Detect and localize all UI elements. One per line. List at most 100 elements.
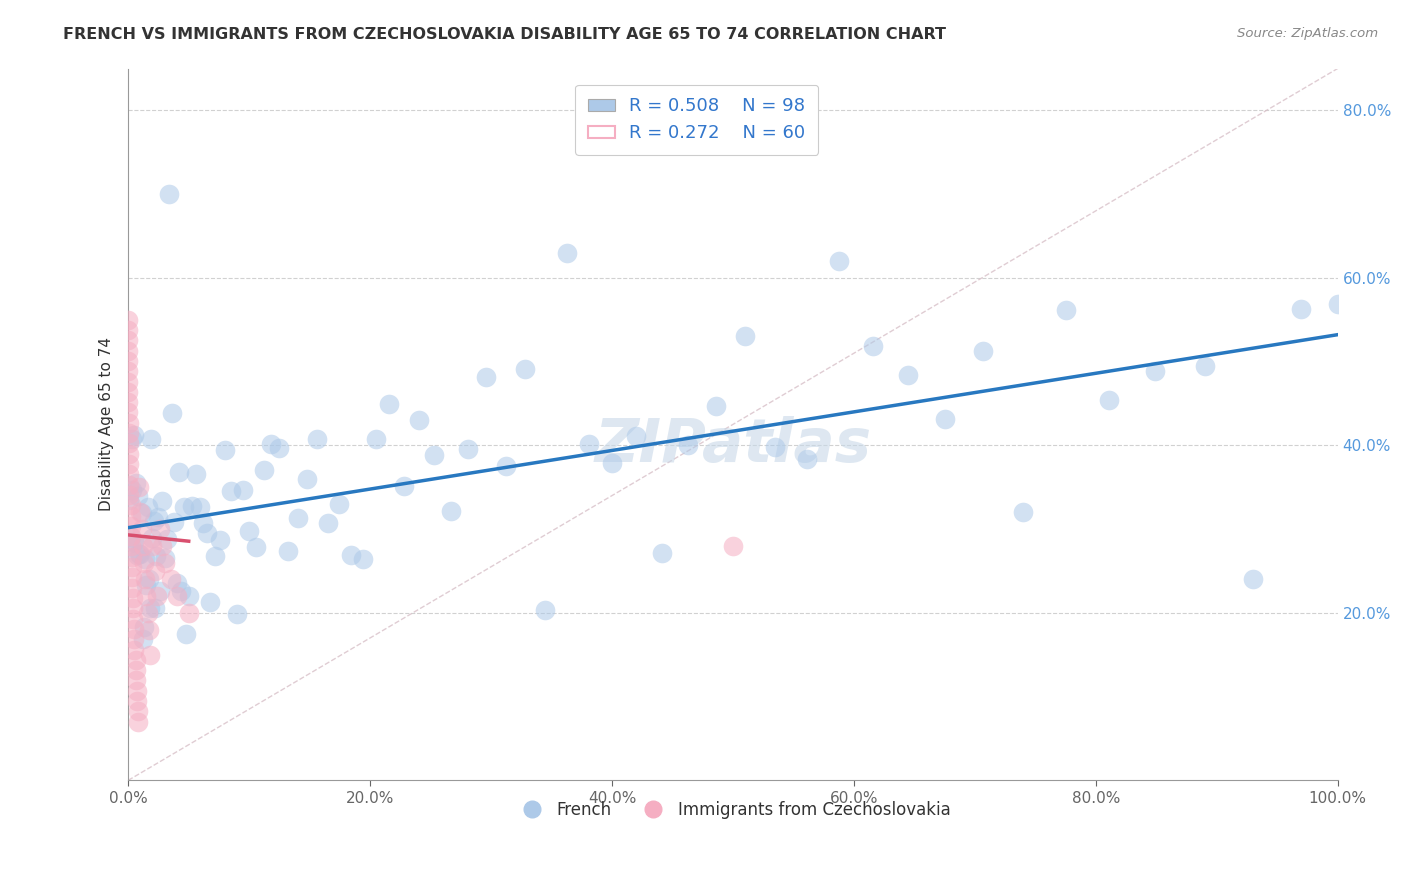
Point <box>245 540 267 554</box>
Point <box>138 623 160 637</box>
Point <box>148 510 170 524</box>
Text: Source: ZipAtlas.com: Source: ZipAtlas.com <box>1237 27 1378 40</box>
Point <box>120 498 142 512</box>
Text: FRENCH VS IMMIGRANTS FROM CZECHOSLOVAKIA DISABILITY AGE 65 TO 74 CORRELATION CHA: FRENCH VS IMMIGRANTS FROM CZECHOSLOVAKIA… <box>63 27 946 42</box>
Point <box>1098 393 1121 408</box>
Point <box>166 589 188 603</box>
Point <box>260 437 283 451</box>
Point <box>124 642 146 657</box>
Point <box>1326 297 1348 311</box>
Point <box>316 516 339 530</box>
Point <box>1194 359 1216 373</box>
Point <box>146 589 169 603</box>
Point <box>897 368 920 382</box>
Point <box>132 632 155 646</box>
Point <box>153 551 176 566</box>
Point <box>124 632 146 647</box>
Point <box>125 694 148 708</box>
Point <box>121 432 143 446</box>
Point <box>124 653 146 667</box>
Point <box>170 584 193 599</box>
Point <box>131 506 153 520</box>
Point <box>139 648 162 662</box>
Point <box>122 601 145 615</box>
Point <box>555 245 578 260</box>
Point <box>796 452 818 467</box>
Point <box>159 572 181 586</box>
Point <box>132 539 155 553</box>
Point <box>121 549 143 564</box>
Point <box>475 370 498 384</box>
Point <box>828 254 851 268</box>
Point <box>117 334 139 348</box>
Point <box>1291 301 1313 316</box>
Point <box>167 465 190 479</box>
Point <box>204 549 226 564</box>
Point <box>721 539 744 553</box>
Point <box>366 432 388 446</box>
Point <box>209 533 232 548</box>
Point <box>124 475 146 490</box>
Point <box>120 508 142 523</box>
Point <box>129 505 152 519</box>
Point <box>127 489 149 503</box>
Point <box>117 312 139 326</box>
Point <box>219 484 242 499</box>
Point <box>1054 303 1077 318</box>
Point <box>352 551 374 566</box>
Point <box>193 516 215 530</box>
Point <box>305 432 328 446</box>
Point <box>676 438 699 452</box>
Point <box>232 483 254 498</box>
Point <box>122 612 145 626</box>
Point <box>328 497 350 511</box>
Point <box>121 570 143 584</box>
Point <box>117 384 139 399</box>
Point <box>150 494 173 508</box>
Y-axis label: Disability Age 65 to 74: Disability Age 65 to 74 <box>100 337 114 511</box>
Point <box>150 539 173 553</box>
Point <box>200 594 222 608</box>
Point <box>578 437 600 451</box>
Point <box>121 483 143 498</box>
Point <box>117 395 139 409</box>
Point <box>132 620 155 634</box>
Point <box>141 432 163 446</box>
Point <box>423 448 446 462</box>
Point <box>121 581 143 595</box>
Point <box>181 500 204 514</box>
Point <box>139 601 162 615</box>
Point <box>125 548 148 562</box>
Point <box>184 467 207 481</box>
Point <box>117 375 139 389</box>
Point <box>118 436 141 450</box>
Point <box>118 477 141 491</box>
Point <box>157 187 180 202</box>
Point <box>163 515 186 529</box>
Point <box>177 606 200 620</box>
Point <box>131 522 153 536</box>
Point <box>120 529 142 543</box>
Point <box>121 560 143 574</box>
Point <box>124 663 146 677</box>
Point <box>149 522 172 536</box>
Point <box>149 584 172 599</box>
Point <box>195 526 218 541</box>
Point <box>339 549 361 563</box>
Point <box>153 556 176 570</box>
Point <box>624 429 647 443</box>
Point <box>128 547 150 561</box>
Point <box>118 426 141 441</box>
Point <box>124 428 146 442</box>
Point <box>118 488 141 502</box>
Point <box>128 480 150 494</box>
Point <box>118 447 141 461</box>
Point <box>378 397 401 411</box>
Point <box>1241 572 1264 586</box>
Point <box>124 673 146 688</box>
Point <box>122 535 145 549</box>
Point <box>177 590 200 604</box>
Point <box>173 500 195 515</box>
Point <box>600 456 623 470</box>
Point <box>226 607 249 621</box>
